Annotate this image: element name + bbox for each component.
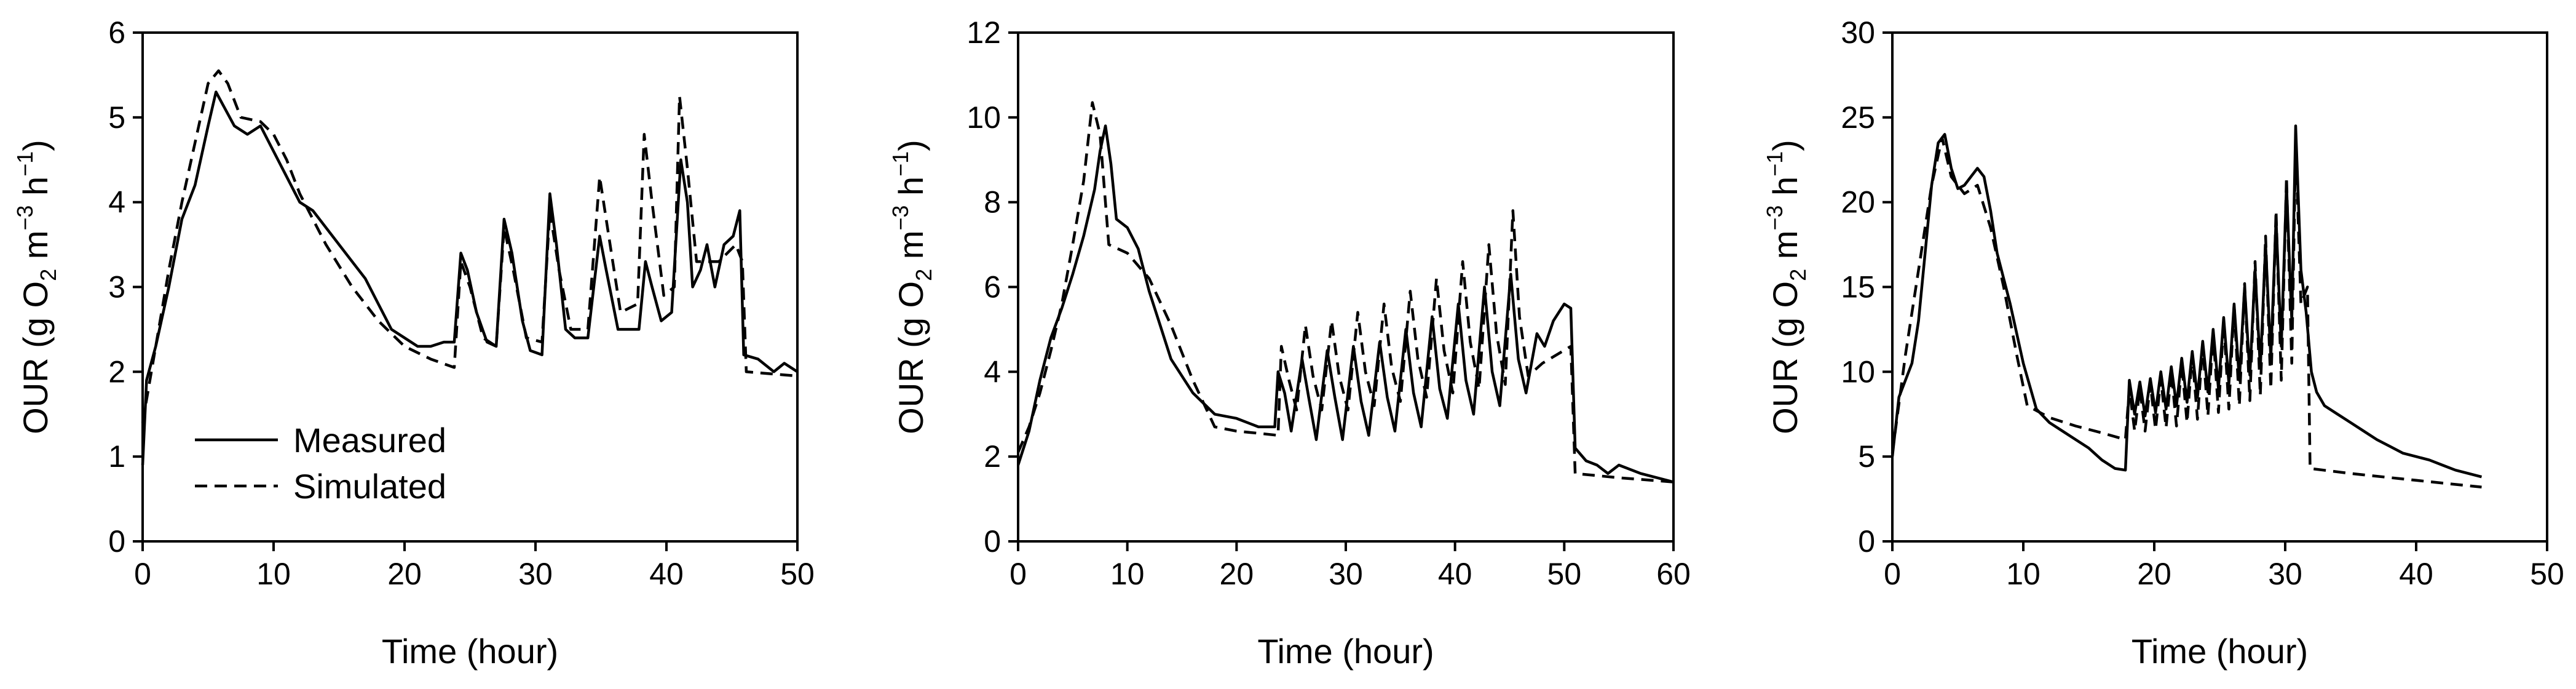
x-tick-label: 60 [1656,557,1691,591]
x-tick-label: 50 [780,557,815,591]
y-axis-label-part: OUR (g O [16,281,55,434]
y-axis-label-part: ) [891,140,930,151]
y-axis-label-part: m [1766,231,1804,269]
y-axis-label-part: m [891,231,930,269]
x-tick-label: 20 [1220,557,1254,591]
series-line-measured [1016,124,1674,484]
y-axis-label-part: −1 [1762,151,1787,177]
y-axis-label-part: m [16,231,55,269]
legend: Measured Simulated [195,421,446,506]
y-tick-label: 4 [108,185,125,220]
series-line-measured [1891,124,2483,479]
y-axis-label-part: 2 [36,269,61,281]
legend-label-measured: Measured [293,421,446,460]
y-tick-label: 20 [1841,185,1875,220]
y-axis-label-part: ) [1766,140,1804,151]
plot-frame [1891,31,2548,543]
y-tick-label: 25 [1841,100,1875,135]
y-axis-label-part: −3 [1762,205,1787,231]
y-tick-label: 4 [984,354,1001,389]
y-tick-label: 15 [1841,270,1875,305]
y-tick-label: 0 [1858,524,1875,559]
x-axis-label: Time (hour) [1257,632,1434,671]
y-axis-label-part: −3 [12,205,38,231]
y-tick-label: 2 [108,354,125,389]
series-line-simulated [1891,136,2482,489]
x-tick-label: 40 [649,557,684,591]
y-tick-label: 10 [1841,354,1875,389]
legend-label-simulated: Simulated [293,467,446,506]
x-tick-label: 0 [134,557,151,591]
y-axis-label: OUR (g O2 m−3 h−1) [888,140,936,434]
x-tick-label: 20 [2137,557,2171,591]
y-axis-label: OUR (g O2 m−3 h−1) [12,140,61,434]
x-tick-label: 0 [1009,557,1027,591]
y-tick-label: 0 [984,524,1001,559]
x-tick-label: 30 [518,557,553,591]
x-tick-label: 20 [387,557,422,591]
y-tick-label: 10 [966,100,1001,135]
x-tick-label: 50 [1547,557,1582,591]
x-tick-label: 0 [1884,557,1901,591]
x-tick-label: 30 [1329,557,1363,591]
y-tick-label: 30 [1841,15,1875,50]
y-tick-label: 0 [108,524,125,559]
x-tick-label: 30 [2268,557,2302,591]
series-line-measured [141,90,799,466]
x-axis-label: Time (hour) [2132,632,2308,671]
x-tick-label: 10 [2006,557,2041,591]
y-tick-label: 1 [108,439,125,474]
x-tick-label: 10 [1110,557,1145,591]
y-tick-label: 12 [966,15,1001,50]
chart-panel-2: 0 10 20 30 40 50 60 0 2 4 6 8 10 12 Time (hour) OUR (g … [888,15,1691,671]
y-axis-label-part: −3 [888,205,913,231]
y-axis-label-part: −1 [888,151,913,177]
y-tick-label: 8 [984,185,1001,220]
y-axis-label-part: OUR (g O [891,281,930,434]
y-tick-label: 6 [984,270,1001,305]
x-tick-label: 40 [1438,557,1472,591]
series-line-simulated [1016,101,1674,484]
x-tick-label: 50 [2530,557,2564,591]
y-tick-label: 6 [108,15,125,50]
chart-panel-3: 0 10 20 30 40 50 0 5 10 15 20 25 30 Time (hour) OUR (g… [1762,15,2564,671]
y-axis-label-part: OUR (g O [1766,281,1804,434]
y-tick-label: 5 [1858,439,1875,474]
x-tick-label: 40 [2399,557,2433,591]
y-tick-label: 2 [984,439,1001,474]
y-axis-label-part: h [891,177,930,205]
y-axis-label-part: 2 [1785,269,1811,281]
x-axis-label: Time (hour) [382,632,558,671]
y-axis-label-part: h [1766,177,1804,205]
series-line-simulated [141,69,798,423]
y-axis-label-part: −1 [12,151,38,177]
y-axis-label-part: ) [16,140,55,151]
x-tick-label: 10 [256,557,291,591]
y-tick-label: 3 [108,270,125,305]
y-tick-label: 5 [108,100,125,135]
y-axis-label: OUR (g O2 m−3 h−1) [1762,140,1811,434]
y-axis-label-part: 2 [911,269,936,281]
y-axis-label-part: h [16,177,55,205]
